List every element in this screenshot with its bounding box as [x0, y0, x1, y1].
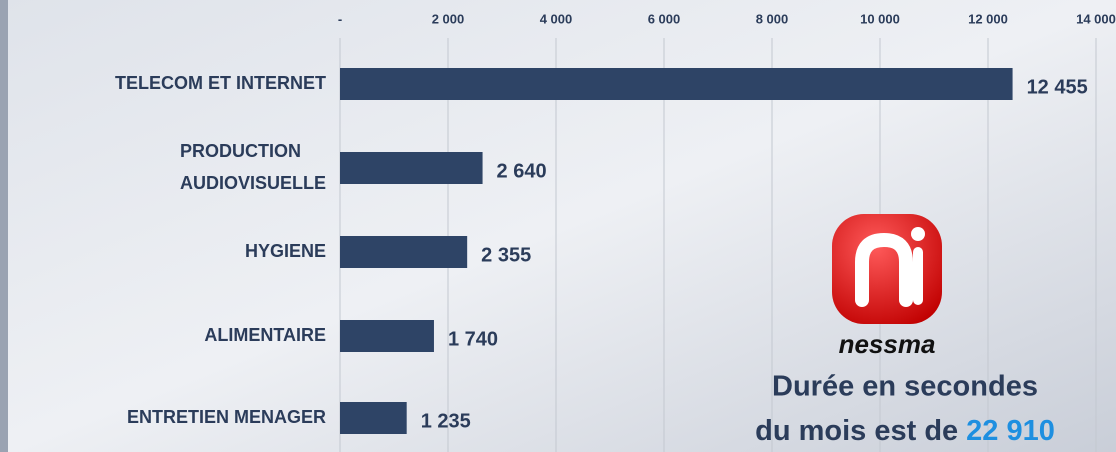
annotation-text: du mois est de: [755, 415, 958, 447]
logo-n: [855, 232, 913, 307]
logo-text: nessma: [839, 329, 936, 359]
bar: [340, 68, 1013, 100]
value-label: 2 640: [497, 160, 547, 182]
category-label: HYGIENE: [245, 241, 326, 261]
annotation-number: 22 910: [966, 415, 1055, 447]
bar: [340, 320, 434, 352]
x-tick-label: 12 000: [968, 11, 1008, 26]
category-label: ENTRETIEN MENAGER: [127, 407, 326, 427]
x-tick-label: 10 000: [860, 11, 900, 26]
annotation: du mois est de 22 910: [755, 415, 1055, 447]
logo-dot: [911, 227, 925, 241]
x-tick-label: 2 000: [432, 11, 465, 26]
x-tick-label: 6 000: [648, 11, 681, 26]
x-tick-label: -: [338, 11, 342, 26]
category-label: ALIMENTAIRE: [204, 325, 326, 345]
bar: [340, 152, 483, 184]
logo-badge: [832, 214, 942, 324]
value-label: 1 235: [421, 410, 471, 432]
x-tick-label: 8 000: [756, 11, 789, 26]
bar: [340, 402, 407, 434]
left-edge: [0, 0, 8, 452]
logo: nessma: [832, 214, 942, 359]
value-label: 1 740: [448, 328, 498, 350]
value-label: 2 355: [481, 244, 531, 266]
bar: [340, 236, 468, 268]
value-label: 12 455: [1027, 76, 1088, 98]
category-label: PRODUCTION AUDIOVISUELLE: [180, 141, 326, 193]
x-tick-label: 14 000: [1076, 11, 1116, 26]
x-tick-label: 4 000: [540, 11, 573, 26]
annotation: Durée en secondes: [772, 371, 1038, 403]
category-label: TELECOM ET INTERNET: [115, 73, 326, 93]
